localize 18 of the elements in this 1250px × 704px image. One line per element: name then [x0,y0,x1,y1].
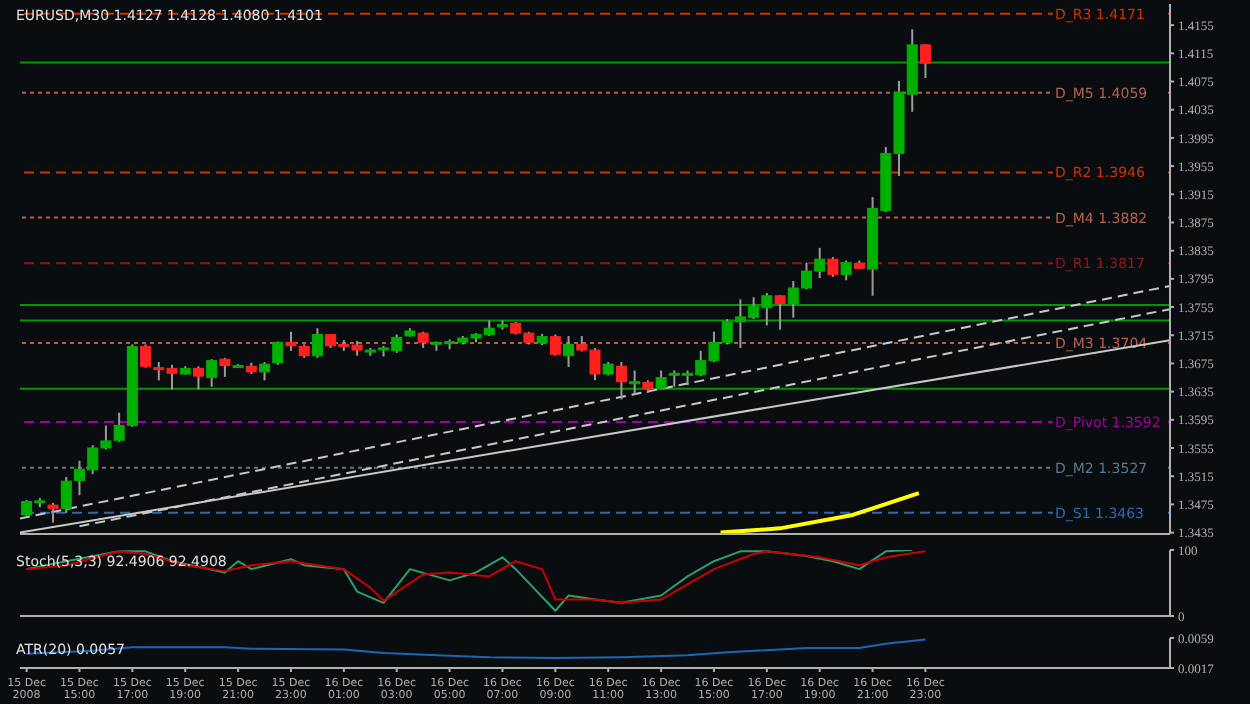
candlestick [259,361,271,382]
candlestick [192,365,204,391]
candlestick [615,361,627,401]
candlestick [919,43,931,79]
candlestick [655,369,667,391]
line-series [718,491,921,534]
candlestick [840,259,852,282]
candlestick [285,330,297,352]
candlestick [563,334,575,368]
candlestick [219,356,231,378]
candlestick [629,369,641,396]
candlestick [774,294,786,331]
candlestick [549,333,561,357]
candlestick [206,358,218,388]
candlestick [47,501,59,524]
candlestick [827,256,839,278]
candlestick [311,327,323,359]
candlestick [140,343,152,369]
